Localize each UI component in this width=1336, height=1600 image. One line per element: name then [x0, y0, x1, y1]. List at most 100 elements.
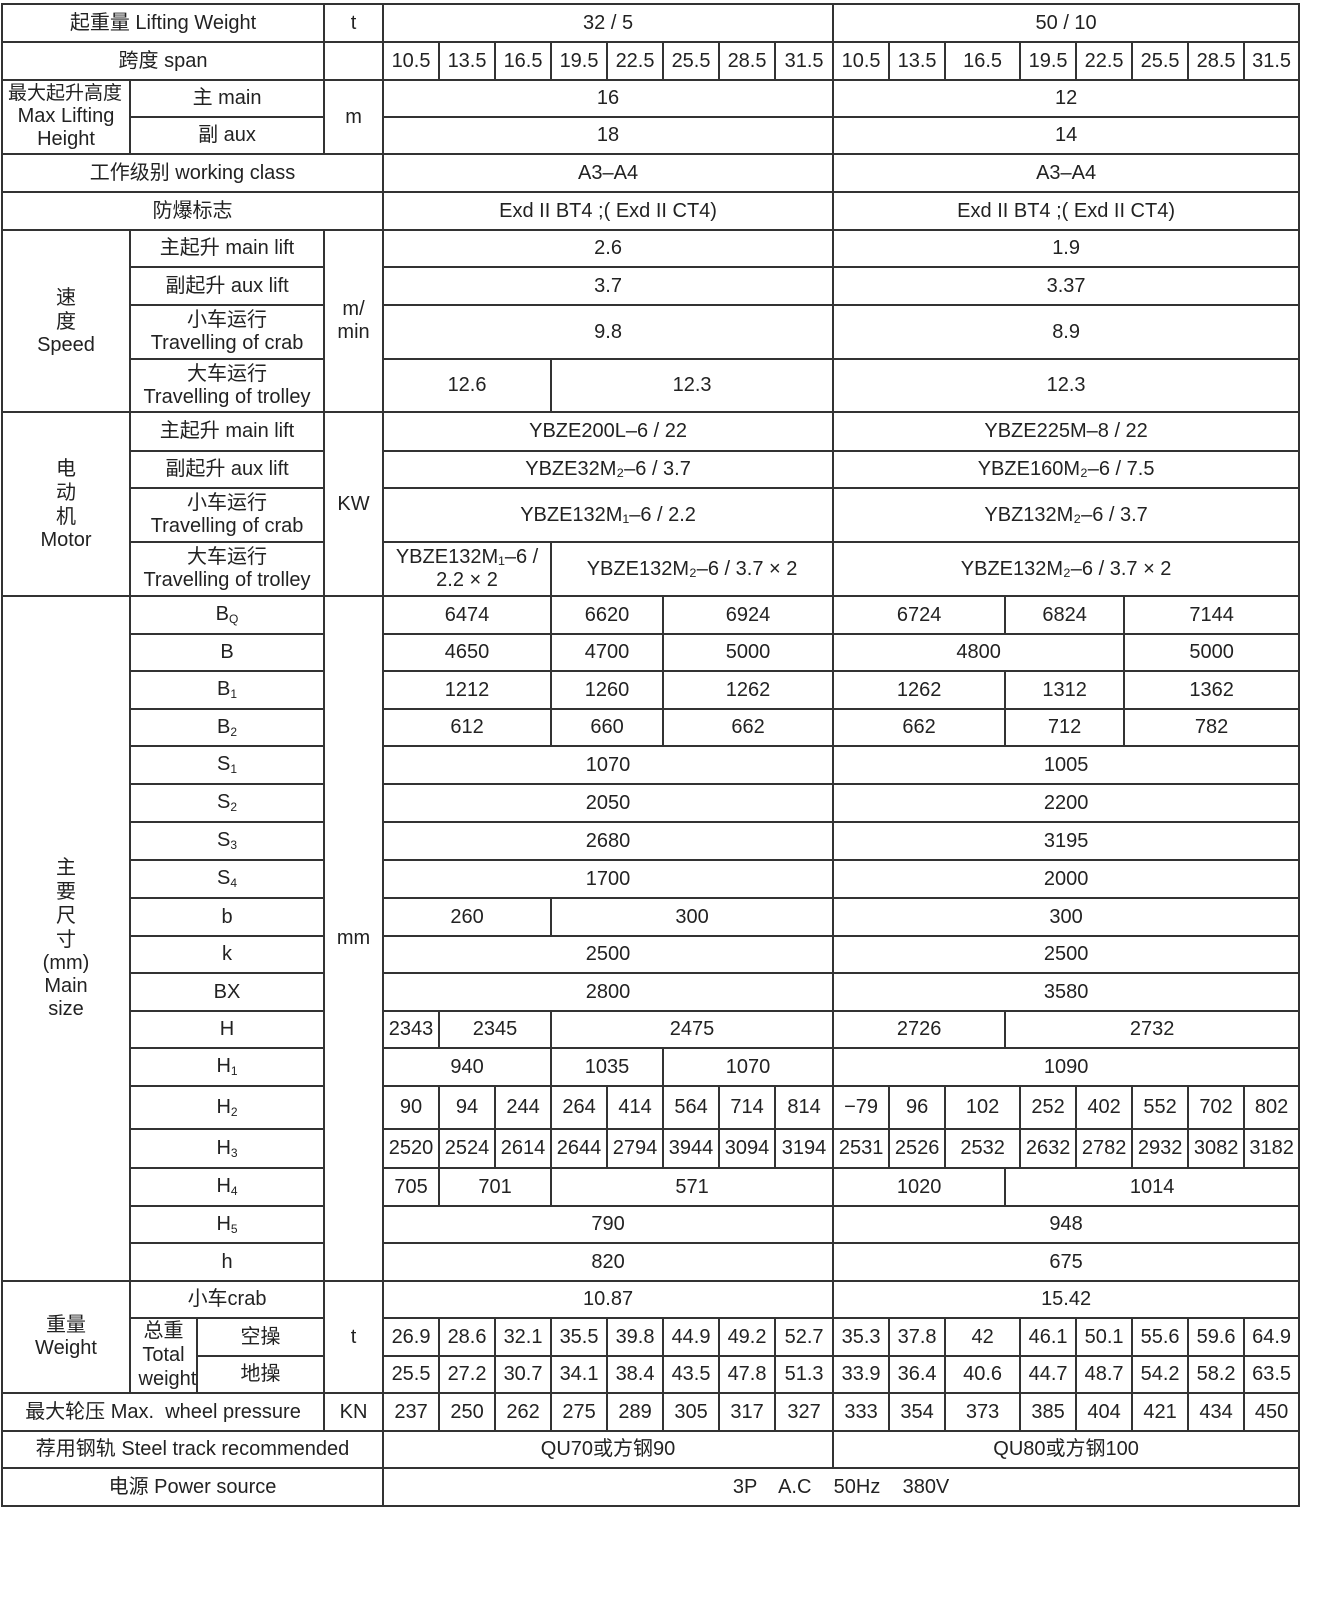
cell: 1.9	[832, 229, 1301, 268]
row-label: 最大轮压 Max. wheel pressure	[0, 1392, 326, 1432]
cell: 2000	[832, 859, 1301, 899]
cell: Exd II BT4 ;( Exd II CT4)	[832, 191, 1301, 231]
cell: 10.5	[382, 41, 441, 81]
cell: 414	[606, 1085, 665, 1130]
group-label-motor: 电动机 Motor	[1, 411, 131, 597]
cell: 3.7	[382, 266, 835, 306]
cell: 12	[832, 79, 1301, 118]
cell: 12.3	[550, 358, 835, 413]
cell: 450	[1243, 1392, 1301, 1432]
cell: 35.3	[832, 1317, 891, 1357]
cell: 2532	[944, 1128, 1022, 1169]
row-label: 大车运行 Travelling of trolley	[128, 541, 326, 597]
row-size-s1: S1 1070 1005	[2, 745, 1301, 785]
cell: 44.9	[662, 1317, 721, 1357]
row-label: k	[128, 935, 326, 974]
label-en: Travelling of trolley	[143, 569, 311, 591]
row-label: 起重量 Lifting Weight	[0, 3, 326, 43]
label-en: Speed	[37, 333, 95, 356]
cell: 6724	[832, 595, 1007, 635]
row-label: B1	[128, 670, 326, 710]
cell: 47.8	[718, 1355, 777, 1394]
cell: 782	[1123, 708, 1301, 747]
cell: 250	[438, 1392, 497, 1432]
cell: 8.9	[832, 304, 1301, 360]
cell: 50 / 10	[832, 3, 1301, 43]
cell: 4800	[832, 633, 1126, 672]
symbol: BX	[213, 980, 241, 1003]
cell: 2.6	[382, 229, 835, 268]
symbol-sub: 2	[230, 1104, 238, 1119]
cell: 32.1	[494, 1317, 553, 1357]
label-cn: 电动机	[56, 457, 76, 528]
cell: 1014	[1004, 1167, 1301, 1207]
cell: 30.7	[494, 1355, 553, 1394]
label-cn: 大车运行	[187, 362, 268, 385]
unit: KW	[323, 411, 385, 597]
cell: 2932	[1131, 1128, 1190, 1169]
symbol: B	[217, 715, 231, 738]
cell: 421	[1131, 1392, 1190, 1432]
row-label: S3	[128, 821, 326, 861]
cell: 48.7	[1075, 1355, 1134, 1394]
row-size-b1: B1 1212 1260 1262 1262 1312 1362	[2, 670, 1301, 710]
row-label: 地操	[195, 1355, 326, 1394]
label-en: Travelling of crab	[150, 515, 304, 537]
symbol-sub: 5	[230, 1221, 238, 1236]
cell: 1070	[662, 1047, 835, 1087]
row-label: BX	[128, 972, 326, 1012]
cell: 25.5	[1131, 41, 1190, 81]
symbol: B	[215, 603, 230, 626]
unit-text: m/ min	[337, 298, 370, 343]
cell: 790	[382, 1205, 835, 1244]
cell: 385	[1019, 1392, 1078, 1432]
label-cn: 大车运行	[187, 546, 268, 568]
row-motor-trolley: 大车运行 Travelling of trolley YBZE132M₁–6 / …	[2, 541, 1301, 597]
unit: m/ min	[323, 229, 385, 413]
cell: 660	[550, 708, 665, 747]
row-size-b-small: b 260 300 300	[2, 897, 1301, 937]
cell: 2800	[382, 972, 835, 1012]
cell: 2524	[438, 1128, 497, 1169]
unit	[323, 41, 385, 81]
cell: 94	[438, 1085, 497, 1130]
crane-spec-table: 起重量 Lifting Weight t 32 / 5 50 / 10 跨度 s…	[0, 3, 1301, 1507]
symbol: H	[216, 1136, 231, 1159]
cell: 31.5	[1243, 41, 1301, 81]
cell: 37.8	[888, 1317, 947, 1357]
row-size-h: H 2343 2345 2475 2726 2732	[2, 1010, 1301, 1049]
row-size-b: B 4650 4700 5000 4800 5000	[2, 633, 1301, 672]
label-en: Max Lifting Height	[17, 104, 115, 150]
cell: 1090	[832, 1047, 1301, 1087]
row-label: 主起升 main lift	[128, 229, 326, 268]
cell: 10.87	[382, 1280, 835, 1319]
cell: 2345	[438, 1010, 553, 1049]
cell: 40.6	[944, 1355, 1022, 1394]
cell: 2500	[832, 935, 1301, 974]
row-power-source: 电源 Power source 3P A.C 50Hz 380V	[0, 1467, 1301, 1507]
row-label: BQ	[128, 595, 326, 635]
group-label-main-size: 主要尺寸 (mm) Main size	[1, 595, 131, 1282]
cell: 90	[382, 1085, 441, 1130]
cell: 15.42	[832, 1280, 1301, 1319]
row-label: S1	[128, 745, 326, 785]
cell: YBZ132M₂–6 / 3.7	[832, 487, 1301, 543]
cell: YBZE160M₂–6 / 7.5	[832, 450, 1301, 489]
cell: 2794	[606, 1128, 665, 1169]
cell: 1262	[832, 670, 1007, 710]
cell: 305	[662, 1392, 721, 1432]
row-label: S4	[128, 859, 326, 899]
label-en: Weight	[35, 1337, 97, 1359]
cell: 327	[774, 1392, 835, 1432]
row-label: H4	[128, 1167, 326, 1207]
cell: 712	[1004, 708, 1126, 747]
cell: 1212	[382, 670, 553, 710]
symbol-sub: 1	[230, 762, 238, 777]
row-size-k: k 2500 2500	[2, 935, 1301, 974]
row-size-b2: B2 612 660 662 662 712 782	[2, 708, 1301, 747]
row-size-h1: H1 940 1035 1070 1090	[2, 1047, 1301, 1087]
symbol: H	[216, 1095, 231, 1118]
cell: 264	[550, 1085, 609, 1130]
row-label: 副起升 aux lift	[128, 450, 326, 489]
cell: YBZE132M₂–6 / 3.7 × 2	[832, 541, 1301, 597]
